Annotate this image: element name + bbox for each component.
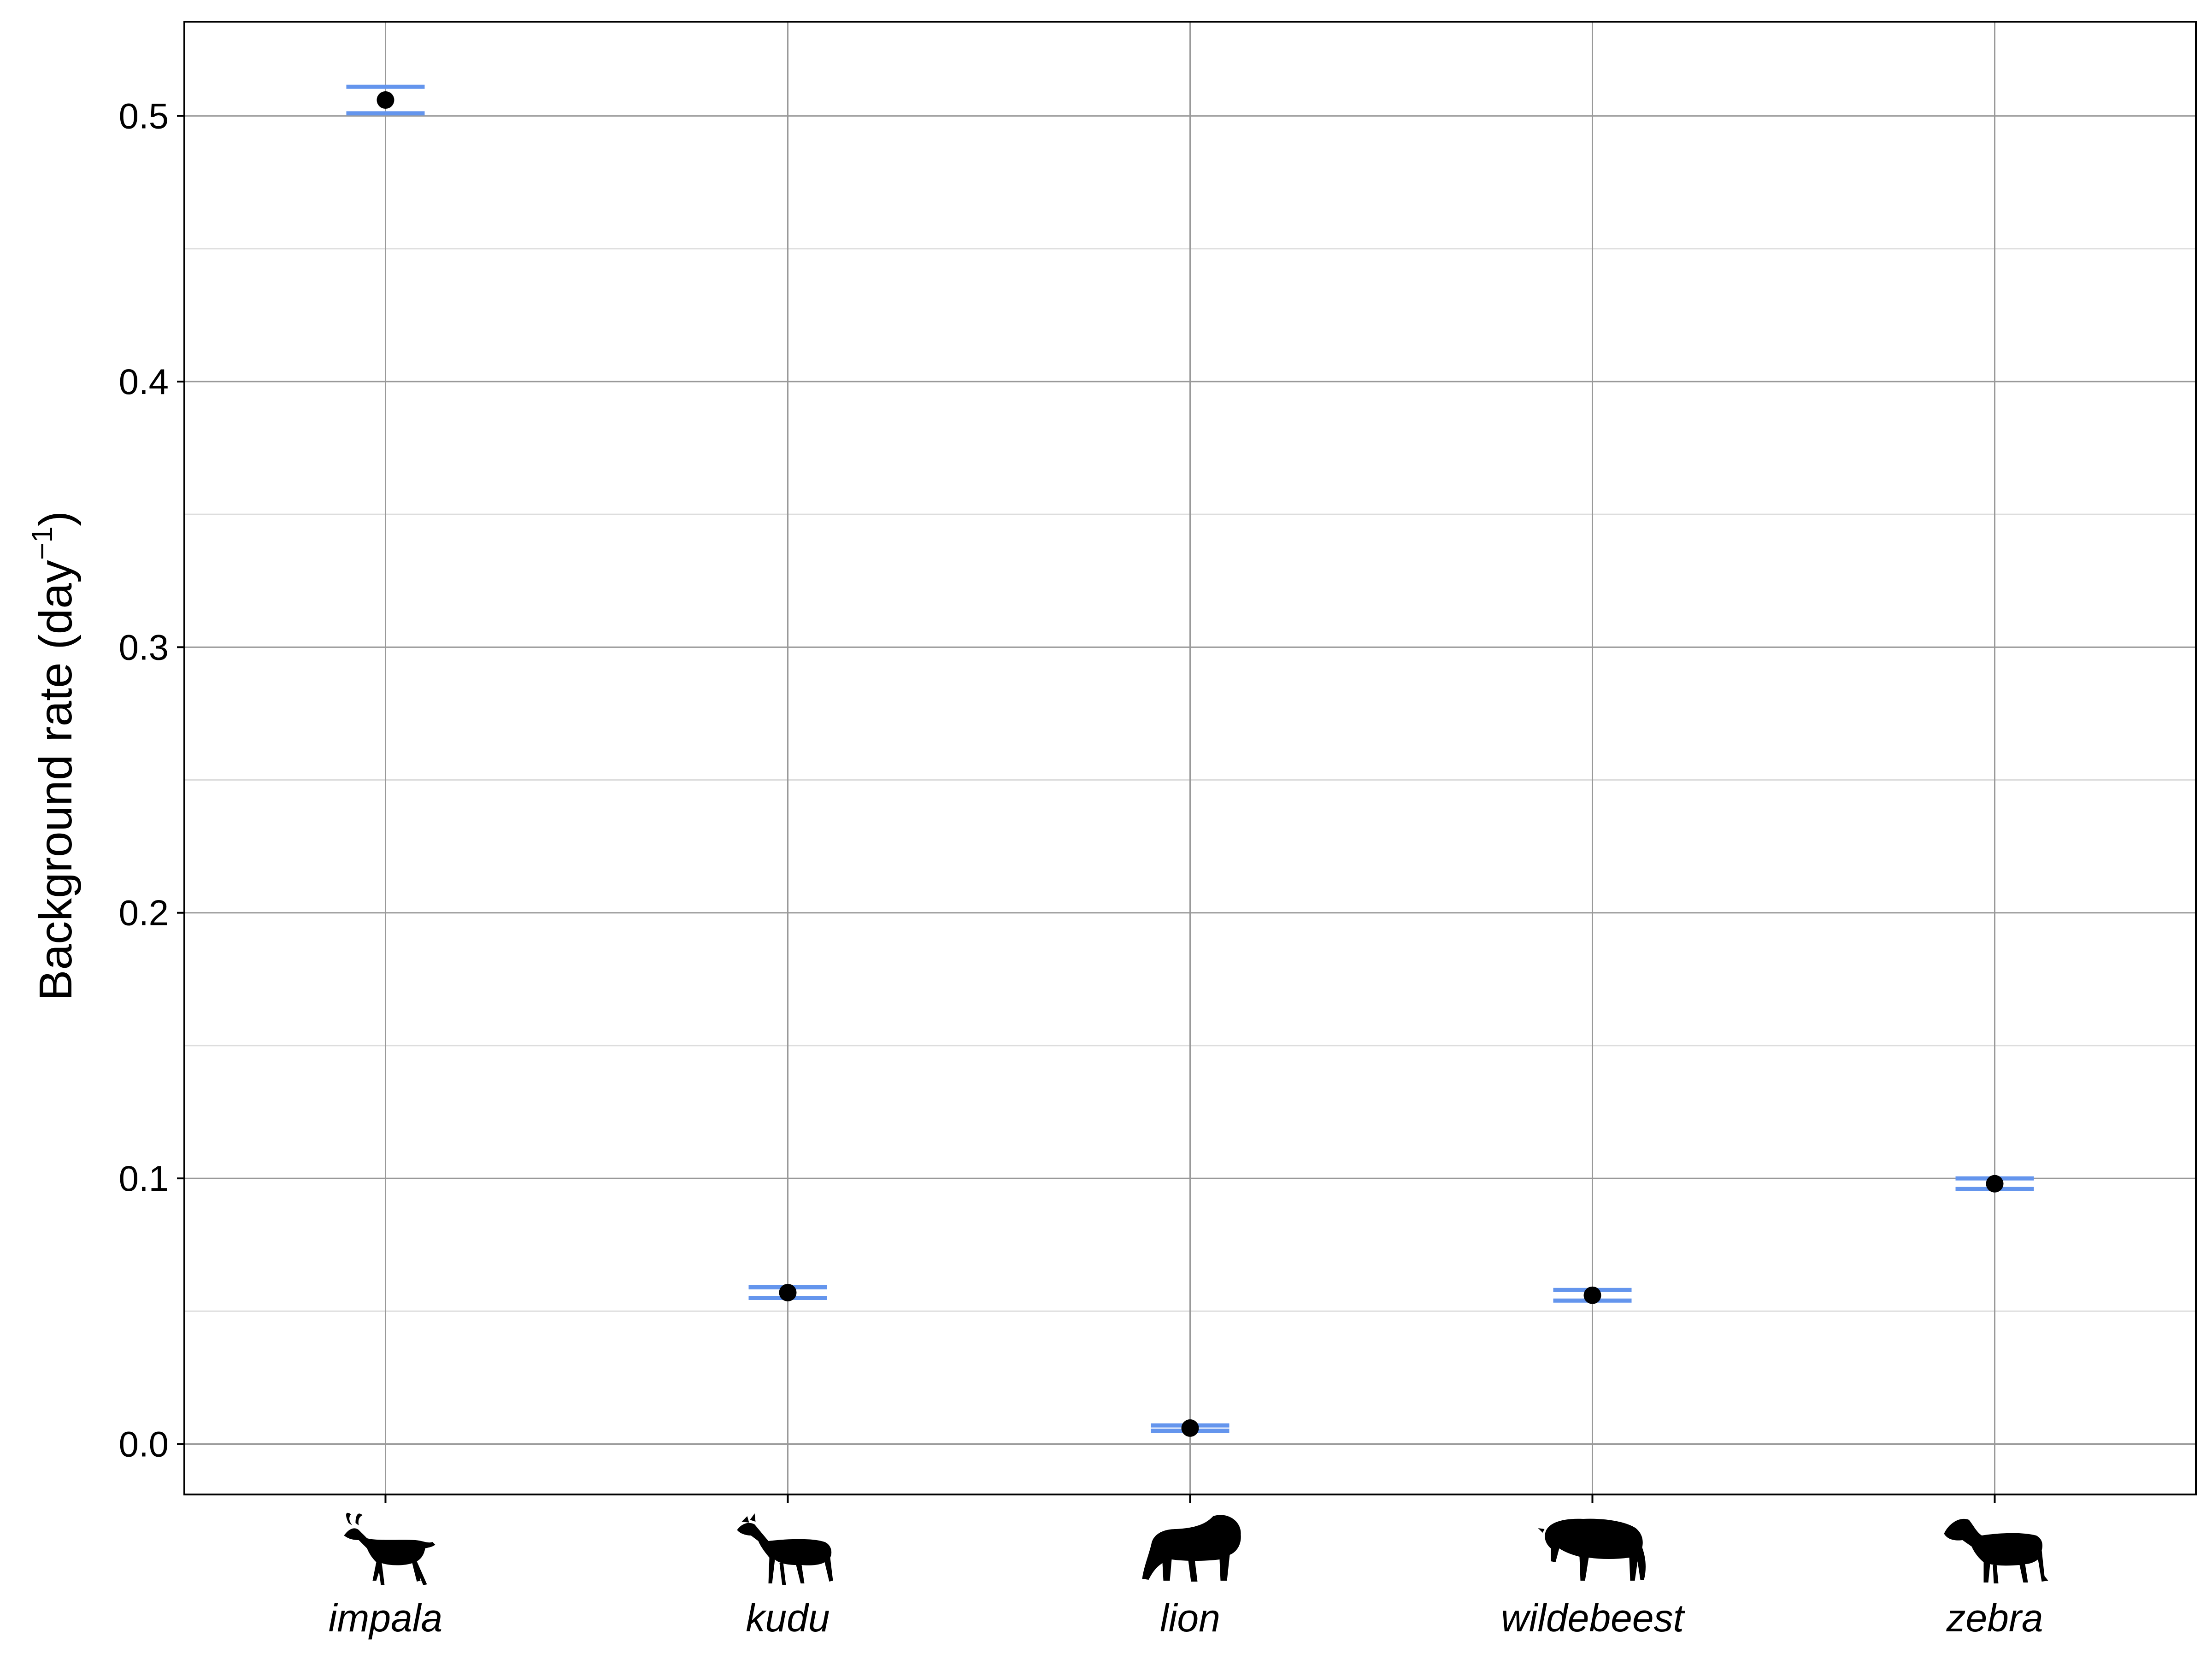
y-tick-label: 0.2	[119, 893, 169, 933]
y-axis-title: Background rate (day−1)	[25, 511, 82, 1000]
y-axis-title-superscript: −1	[25, 526, 59, 560]
data-point	[1986, 1175, 2004, 1193]
x-axis: impala kudu lion wildebeest zebra	[329, 1494, 2048, 1640]
data-point	[377, 91, 394, 109]
data-point	[1583, 1286, 1601, 1304]
category-label: lion	[1160, 1596, 1220, 1640]
y-tick-label: 0.1	[119, 1158, 169, 1199]
y-tick-label: 0.4	[119, 361, 169, 402]
y-tick-label: 0.5	[119, 96, 169, 136]
data-layer	[346, 84, 2034, 1437]
y-axis-title-main: Background rate (day	[30, 560, 82, 1000]
data-point	[1181, 1419, 1199, 1437]
grid-layer	[184, 22, 2196, 1494]
category-label: impala	[329, 1596, 442, 1640]
y-axis-title-close: )	[30, 511, 82, 526]
category-label: wildebeest	[1501, 1596, 1686, 1640]
y-axis: 0.0 0.1 0.2 0.3 0.4 0.5	[119, 96, 184, 1464]
y-tick-label: 0.0	[119, 1424, 169, 1464]
category-label: zebra	[1946, 1596, 2043, 1640]
category-label: kudu	[746, 1596, 830, 1640]
data-point	[779, 1283, 797, 1301]
y-tick-label: 0.3	[119, 627, 169, 667]
